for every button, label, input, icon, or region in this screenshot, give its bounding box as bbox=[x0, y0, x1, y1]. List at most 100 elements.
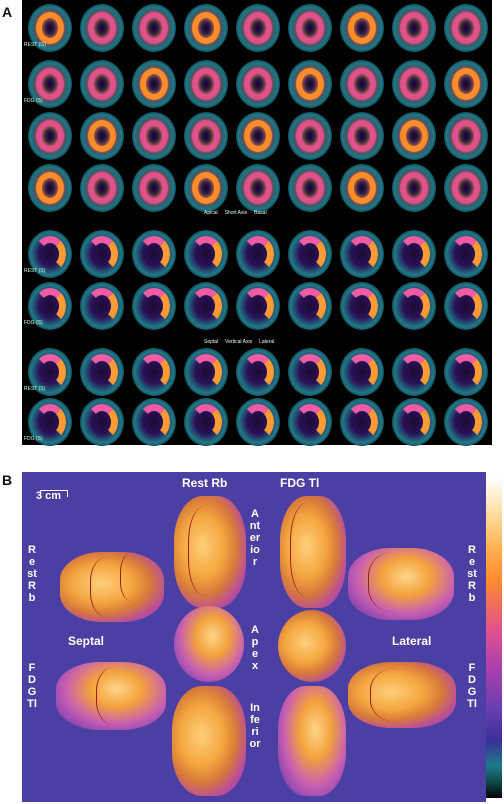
pet-slice bbox=[236, 112, 280, 160]
row-label: FDG (S) bbox=[24, 436, 43, 442]
pet-slice bbox=[236, 164, 280, 212]
pet-slice bbox=[80, 60, 124, 108]
slice-row bbox=[22, 162, 492, 214]
pet-slice bbox=[392, 230, 436, 278]
pet-slice bbox=[236, 60, 280, 108]
pet-slice bbox=[132, 164, 176, 212]
anterior-label: Anterior bbox=[249, 508, 261, 568]
pet-slice bbox=[444, 398, 488, 446]
pet-slice bbox=[28, 348, 72, 396]
slice-row: REST (S) bbox=[22, 228, 492, 280]
pet-slice bbox=[444, 60, 488, 108]
scale-label: 3 cm bbox=[36, 490, 62, 502]
pet-slice bbox=[288, 60, 332, 108]
slice-row bbox=[22, 110, 492, 162]
pet-slice bbox=[132, 112, 176, 160]
pet-slice bbox=[28, 230, 72, 278]
pet-slice bbox=[444, 4, 488, 52]
row-label: FDG (S) bbox=[24, 98, 43, 104]
septal-rest-map bbox=[60, 552, 164, 622]
pet-slice bbox=[28, 4, 72, 52]
rest-anterior-map bbox=[174, 496, 246, 608]
pet-slice bbox=[288, 398, 332, 446]
rest-inferior-map bbox=[172, 686, 246, 796]
panel-b-letter: B bbox=[2, 472, 13, 488]
short-axis-caption: Apical Short Axis Basal bbox=[204, 210, 267, 216]
slice-row: FDG (S) bbox=[22, 280, 492, 332]
pet-slice bbox=[392, 164, 436, 212]
pet-slice bbox=[184, 112, 228, 160]
slice-row: FDG (S) bbox=[22, 58, 492, 110]
slice-row: REST (G) bbox=[22, 2, 492, 54]
rest-apex-map bbox=[174, 606, 244, 682]
pet-slice bbox=[392, 348, 436, 396]
fdg-inferior-map bbox=[278, 686, 346, 796]
pet-slice bbox=[28, 164, 72, 212]
pet-slice bbox=[132, 4, 176, 52]
rest-rb-title: Rest Rb bbox=[182, 476, 228, 490]
pet-slice bbox=[340, 164, 384, 212]
scale-bar bbox=[40, 490, 68, 497]
lateral-fdg-map bbox=[348, 662, 456, 728]
right-fdg-label: FDG Tl bbox=[467, 662, 477, 710]
pet-slice bbox=[28, 112, 72, 160]
pet-slice bbox=[288, 282, 332, 330]
pet-slice bbox=[392, 4, 436, 52]
fdg-tl-title: FDG Tl bbox=[280, 476, 320, 490]
left-fdg-label: FDG Tl bbox=[27, 662, 37, 710]
pet-slice bbox=[444, 348, 488, 396]
pet-slice bbox=[392, 60, 436, 108]
slice-row: FDG (S) bbox=[22, 396, 492, 448]
pet-slice bbox=[80, 230, 124, 278]
color-scale-bar bbox=[486, 478, 502, 798]
fdg-anterior-map bbox=[280, 496, 346, 608]
vertical-axis-caption: Septal Vertical Axis Lateral bbox=[204, 339, 274, 345]
pet-slice bbox=[340, 112, 384, 160]
pet-slice bbox=[28, 398, 72, 446]
pet-slice bbox=[184, 282, 228, 330]
pet-slice bbox=[444, 164, 488, 212]
pet-slice bbox=[184, 4, 228, 52]
pet-slice bbox=[184, 348, 228, 396]
lateral-rest-map bbox=[348, 548, 454, 620]
septal-label: Septal bbox=[68, 634, 105, 648]
pet-slice bbox=[80, 4, 124, 52]
caption-short-axis: Short Axis bbox=[224, 210, 248, 216]
pet-slice bbox=[80, 398, 124, 446]
pet-slice bbox=[132, 348, 176, 396]
panel-a-slice-grid: REST (G) FDG (S) REST (S) FDG (S) REST (S) FD… bbox=[22, 0, 492, 448]
left-rest-label: Rest Rb bbox=[27, 544, 37, 604]
pet-slice bbox=[236, 398, 280, 446]
fdg-apex-map bbox=[278, 610, 346, 682]
pet-slice bbox=[80, 348, 124, 396]
pet-slice bbox=[132, 230, 176, 278]
panel-a-letter: A bbox=[2, 4, 13, 20]
row-label: REST (S) bbox=[24, 268, 46, 274]
pet-slice bbox=[80, 112, 124, 160]
pet-slice bbox=[236, 4, 280, 52]
pet-slice bbox=[236, 282, 280, 330]
septal-fdg-map bbox=[56, 662, 166, 730]
pet-slice bbox=[184, 398, 228, 446]
inferior-label: Inferior bbox=[249, 702, 261, 750]
pet-slice bbox=[340, 60, 384, 108]
row-label: FDG (S) bbox=[24, 320, 43, 326]
pet-slice bbox=[288, 4, 332, 52]
caption-apical: Apical bbox=[204, 210, 218, 216]
pet-slice bbox=[132, 282, 176, 330]
pet-slice bbox=[80, 282, 124, 330]
pet-slice bbox=[392, 112, 436, 160]
pet-slice bbox=[444, 112, 488, 160]
pet-slice bbox=[184, 230, 228, 278]
pet-slice bbox=[80, 164, 124, 212]
panel-b-3d-maps: Rest Rb FDG Tl 3 cm Anterior Apex Inferi… bbox=[22, 472, 486, 802]
pet-slice bbox=[340, 4, 384, 52]
pet-slice bbox=[392, 398, 436, 446]
pet-slice bbox=[236, 348, 280, 396]
pet-slice bbox=[444, 230, 488, 278]
lateral-label: Lateral bbox=[392, 634, 432, 648]
pet-slice bbox=[340, 230, 384, 278]
pet-slice bbox=[236, 230, 280, 278]
pet-slice bbox=[340, 282, 384, 330]
right-rest-label: Rest Rb bbox=[467, 544, 477, 604]
